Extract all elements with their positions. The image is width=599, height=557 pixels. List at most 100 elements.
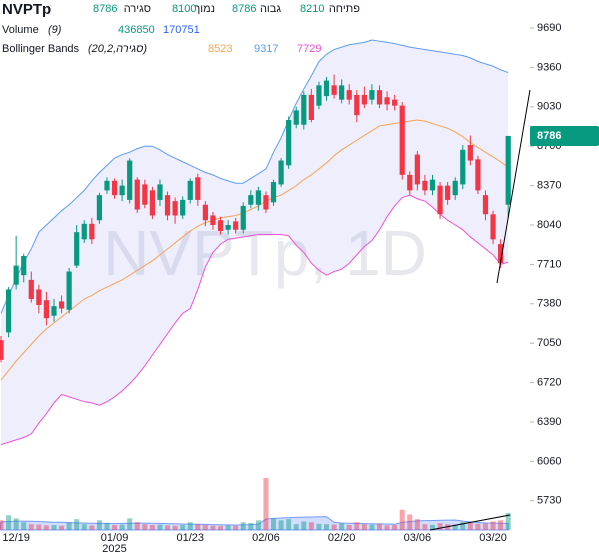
volume-bar — [399, 509, 405, 530]
y-tick-label: 9690 — [537, 22, 561, 34]
candle-body — [149, 190, 155, 216]
candle-body — [346, 90, 352, 100]
trend-line — [496, 89, 531, 284]
low-label: נמוך — [194, 3, 215, 15]
bollinger-params: (20,2,סגירה) — [88, 43, 147, 55]
volume-bar — [43, 525, 49, 530]
candle-body — [104, 180, 110, 191]
candle-body — [248, 195, 254, 205]
candle-body — [74, 232, 80, 266]
volume-bar — [81, 524, 87, 530]
volume-bar — [6, 515, 12, 530]
candle-body — [180, 199, 186, 216]
volume-bar — [21, 522, 27, 530]
volume-bar — [149, 524, 155, 530]
volume-bar — [331, 524, 337, 530]
candle-body — [429, 179, 436, 191]
candle-body — [225, 225, 231, 230]
volume-bar — [392, 524, 398, 530]
bollinger-upper-value: 9317 — [254, 43, 278, 55]
trend-line — [429, 514, 511, 531]
candle-body — [13, 265, 19, 285]
candle-body — [460, 149, 466, 185]
volume-bar — [233, 525, 239, 530]
volume-bar — [225, 525, 231, 530]
candle-body — [301, 94, 307, 125]
candle-body — [467, 145, 473, 161]
volume-bar — [240, 522, 246, 530]
volume-bar — [248, 523, 254, 530]
y-tick-label: 7710 — [537, 258, 561, 270]
candle-body — [482, 195, 489, 215]
candle-body — [286, 119, 292, 166]
candle-body — [210, 215, 216, 226]
volume-bar — [142, 524, 148, 530]
y-tick-label: 8370 — [537, 180, 561, 192]
high-value: 8786 — [232, 3, 256, 15]
candle-body — [28, 279, 34, 300]
volume-bar — [165, 525, 171, 530]
candle-body — [164, 195, 171, 216]
volume-bar — [475, 523, 481, 530]
x-tick-label: 01/23 — [176, 532, 204, 544]
candle-body — [66, 271, 72, 310]
volume-bar — [36, 524, 42, 530]
volume-bar — [157, 524, 163, 530]
candle-body — [119, 185, 125, 196]
volume-value: 436850 — [118, 24, 155, 36]
volume-bar — [384, 525, 390, 530]
volume-bar — [339, 523, 345, 530]
volume-bar — [59, 525, 65, 530]
candle-body — [202, 204, 208, 221]
symbol: NVPTp — [2, 1, 51, 18]
candle-body — [96, 195, 103, 221]
y-tick-label: 7380 — [537, 298, 561, 310]
candle-body — [270, 182, 277, 203]
volume-bar — [263, 477, 269, 530]
volume-bar — [324, 524, 330, 530]
volume-bar — [66, 522, 72, 530]
candle-body — [263, 195, 269, 210]
open-value: 8210 — [300, 3, 324, 15]
candle-body — [308, 94, 314, 120]
high-label: גבוה — [260, 3, 281, 15]
volume-bar — [452, 524, 458, 530]
candle-body — [354, 94, 360, 116]
volume-bar — [0, 520, 4, 530]
volume-bar — [505, 513, 511, 530]
volume-bar — [346, 524, 352, 530]
volume-bar — [293, 524, 299, 530]
candle-body — [422, 180, 428, 191]
volume-bar — [377, 523, 382, 530]
volume-bar — [437, 523, 443, 530]
volume-bar — [127, 518, 133, 530]
bollinger-lower-value: 7729 — [297, 43, 321, 55]
candle-body — [498, 244, 504, 264]
volume-bar — [255, 520, 261, 530]
candle-body — [58, 301, 65, 309]
candle-body — [490, 214, 496, 240]
volume-bar — [498, 520, 504, 530]
volume-bar — [490, 521, 496, 530]
price-badge — [530, 125, 599, 146]
candle-body — [111, 180, 118, 196]
candle-body — [51, 306, 57, 316]
volume-bar — [104, 523, 110, 530]
candle-body — [240, 205, 246, 230]
candle-body — [392, 99, 398, 106]
volume-bar — [422, 524, 428, 530]
candle-body — [323, 80, 330, 97]
volume-bar — [51, 524, 57, 530]
candle-body — [5, 289, 12, 333]
candle-body — [331, 85, 337, 95]
candle-body — [36, 289, 42, 305]
candle-body — [399, 105, 405, 175]
candle-body — [134, 179, 140, 210]
bollinger-basis — [0, 119, 509, 381]
volume-bar — [96, 520, 102, 530]
y-tick-label: 6060 — [537, 455, 561, 467]
candle-body — [43, 300, 50, 319]
bollinger-legend: Bollinger Bands — [2, 43, 80, 55]
